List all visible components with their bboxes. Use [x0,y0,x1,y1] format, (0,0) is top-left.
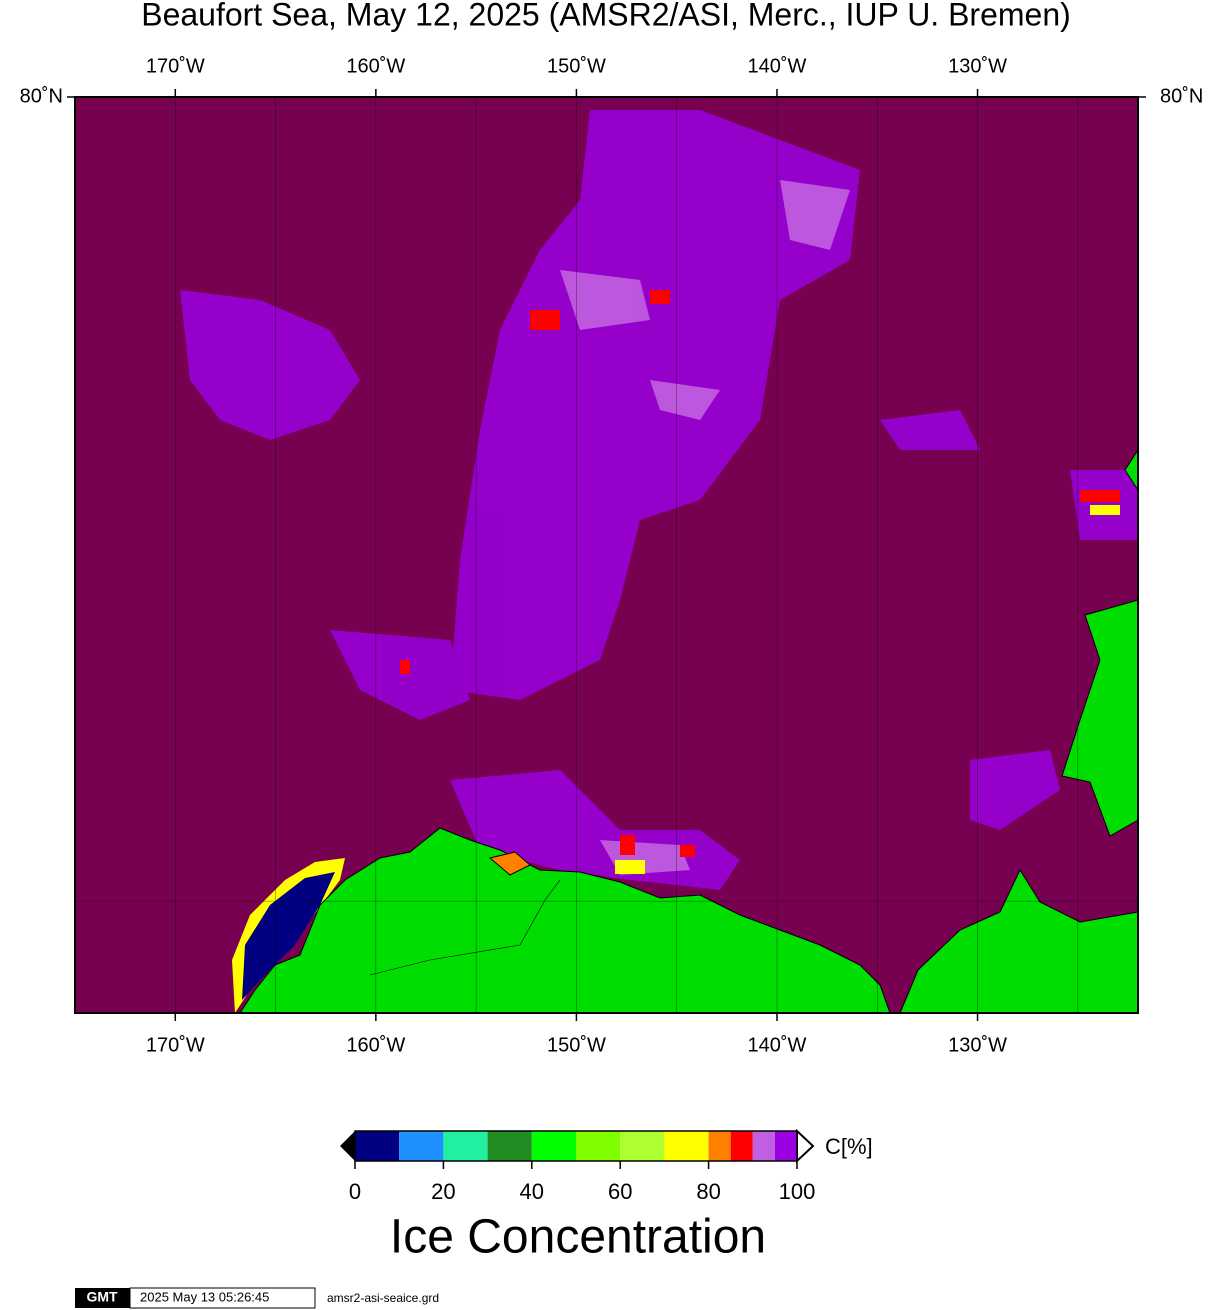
lon-tick-label: 140˚W [748,1034,807,1056]
lat-tick-label: 80˚N [1160,85,1203,107]
colorbar-segment [399,1131,444,1161]
colorbar-segment [487,1131,532,1161]
colorbar-over [796,1128,815,1164]
colorbar-tick-label: 0 [349,1179,361,1204]
colorbar-segment [708,1131,731,1161]
colorbar-unit: C[%] [825,1134,873,1159]
ice-patches-light [560,180,850,875]
ice-patches-yellow [615,505,1120,874]
ice-patches-red [400,290,1120,857]
coastal-open-water [242,872,335,1000]
colorbar-segment [576,1131,621,1161]
lon-tick-label: 160˚W [346,1034,405,1056]
colorbar-segment [664,1131,709,1161]
colorbar-segment [620,1131,665,1161]
lon-tick-label: 150˚W [547,1034,606,1056]
colorbar-tick-label: 20 [431,1179,455,1204]
colorbar-frame [354,1130,798,1162]
lon-tick-label: 170˚W [146,55,205,77]
lon-tick-label: 130˚W [948,1034,1007,1056]
gmt-logo-box [75,1288,130,1308]
colorbar-segment [752,1131,775,1161]
colorbar-tick-label: 60 [608,1179,632,1204]
lat-tick-label: 80˚N [20,85,63,107]
map-frame [74,96,1139,1014]
border-line [369,879,561,976]
timestamp-box [129,1287,316,1309]
colorbar-under [340,1131,355,1161]
lon-tick-label: 170˚W [146,1034,205,1056]
gmt-logo: GMT [86,1289,118,1305]
lon-tick-label: 160˚W [346,55,405,77]
title: Beaufort Sea, May 12, 2025 (AMSR2/ASI, M… [141,0,1071,32]
file-name: amsr2-asi-seaice.grd [327,1291,439,1305]
colorbar-title: Ice Concentration [390,1211,766,1264]
map [74,96,1139,1014]
colorbar-tick-label: 40 [520,1179,544,1204]
colorbar-segment [730,1131,753,1161]
lon-tick-label: 130˚W [948,55,1007,77]
colorbar-tick-label: 100 [779,1179,816,1204]
colorbar-tick-label: 80 [696,1179,720,1204]
colorbar-segment [443,1131,488,1161]
lon-tick-label: 150˚W [547,55,606,77]
colorbar-segment [531,1131,576,1161]
lon-tick-label: 140˚W [748,55,807,77]
colorbar: C[%] Ice Concentration 0 20 40 60 80 100 [340,1128,873,1264]
timestamp: 2025 May 13 05:26:45 [140,1289,269,1304]
colorbar-segment [774,1131,797,1161]
colorbar-segment [355,1131,400,1161]
